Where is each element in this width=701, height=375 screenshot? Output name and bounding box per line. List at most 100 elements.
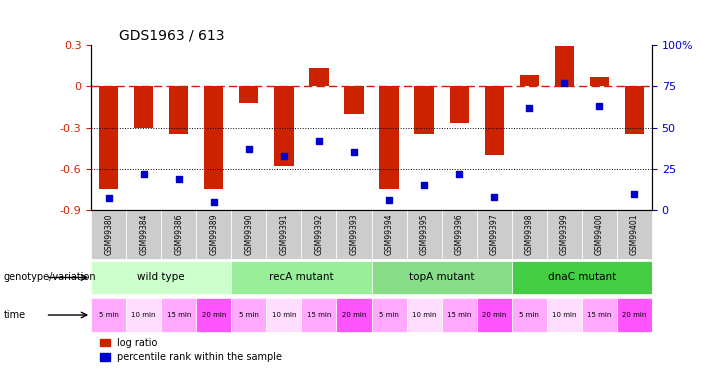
Text: GDS1963 / 613: GDS1963 / 613 [119, 28, 224, 42]
Text: 5 min: 5 min [379, 312, 399, 318]
Text: GSM99393: GSM99393 [350, 214, 358, 255]
Point [454, 171, 465, 177]
Bar [99, 86, 118, 189]
Text: GSM99386: GSM99386 [175, 214, 183, 255]
Bar [309, 68, 329, 86]
Text: GSM99389: GSM99389 [210, 214, 218, 255]
Bar [336, 298, 372, 332]
Bar [547, 210, 582, 259]
Point [243, 146, 254, 152]
Text: GSM99392: GSM99392 [315, 214, 323, 255]
Text: 20 min: 20 min [622, 312, 646, 318]
Bar [231, 298, 266, 332]
Text: 10 min: 10 min [132, 312, 156, 318]
Bar [372, 210, 407, 259]
Bar [547, 298, 582, 332]
Bar [161, 298, 196, 332]
Point [629, 190, 640, 196]
Bar [372, 261, 512, 294]
Point [489, 194, 500, 200]
Bar [196, 210, 231, 259]
Text: 10 min: 10 min [412, 312, 436, 318]
Bar [554, 46, 574, 86]
Text: wild type: wild type [137, 273, 185, 282]
Text: recA mutant: recA mutant [269, 273, 334, 282]
Text: time: time [4, 310, 26, 320]
Bar [161, 210, 196, 259]
Bar [91, 261, 231, 294]
Text: 20 min: 20 min [202, 312, 226, 318]
Point [348, 149, 360, 155]
Bar [204, 86, 224, 189]
Text: GSM99390: GSM99390 [245, 214, 253, 255]
Point [208, 199, 219, 205]
Text: GSM99397: GSM99397 [490, 214, 498, 255]
Bar [134, 86, 154, 128]
Bar [519, 75, 539, 86]
Text: GSM99391: GSM99391 [280, 214, 288, 255]
Text: 20 min: 20 min [342, 312, 366, 318]
Text: GSM99396: GSM99396 [455, 214, 463, 255]
Text: GSM99384: GSM99384 [139, 214, 148, 255]
Bar [91, 298, 126, 332]
Bar [449, 86, 469, 123]
Text: GSM99398: GSM99398 [525, 214, 533, 255]
Bar [590, 76, 609, 86]
Bar [625, 86, 644, 134]
Text: GSM99401: GSM99401 [630, 214, 639, 255]
Bar [512, 210, 547, 259]
Point [594, 103, 605, 109]
Point [559, 80, 570, 86]
Bar [239, 86, 259, 103]
Bar [336, 210, 372, 259]
Bar [274, 86, 294, 166]
Bar [379, 86, 399, 189]
Text: GSM99394: GSM99394 [385, 214, 393, 255]
Point [313, 138, 325, 144]
Bar [126, 210, 161, 259]
Text: 5 min: 5 min [519, 312, 539, 318]
Text: 15 min: 15 min [587, 312, 611, 318]
Bar [582, 298, 617, 332]
Text: 20 min: 20 min [482, 312, 506, 318]
Bar [442, 298, 477, 332]
Text: dnaC mutant: dnaC mutant [547, 273, 616, 282]
Bar [477, 210, 512, 259]
Point [103, 195, 114, 201]
Point [173, 176, 184, 181]
Text: genotype/variation: genotype/variation [4, 273, 96, 282]
Point [278, 153, 290, 159]
Legend: log ratio, percentile rank within the sample: log ratio, percentile rank within the sa… [96, 334, 286, 366]
Point [524, 105, 535, 111]
Bar [512, 298, 547, 332]
Bar [442, 210, 477, 259]
Bar [407, 298, 442, 332]
Bar [582, 210, 617, 259]
Text: 15 min: 15 min [447, 312, 471, 318]
Text: 15 min: 15 min [167, 312, 191, 318]
Bar [344, 86, 364, 114]
Bar [484, 86, 504, 155]
Text: topA mutant: topA mutant [409, 273, 475, 282]
Text: 10 min: 10 min [272, 312, 296, 318]
Bar [266, 298, 301, 332]
Point [138, 171, 149, 177]
Bar [617, 210, 652, 259]
Bar [301, 210, 336, 259]
Bar [231, 261, 372, 294]
Bar [169, 86, 189, 134]
Text: 10 min: 10 min [552, 312, 576, 318]
Bar [477, 298, 512, 332]
Text: GSM99400: GSM99400 [595, 214, 604, 255]
Text: 5 min: 5 min [239, 312, 259, 318]
Text: GSM99395: GSM99395 [420, 214, 428, 255]
Text: 15 min: 15 min [307, 312, 331, 318]
Bar [266, 210, 301, 259]
Text: GSM99380: GSM99380 [104, 214, 113, 255]
Bar [196, 298, 231, 332]
Point [383, 197, 395, 203]
Bar [301, 298, 336, 332]
Bar [126, 298, 161, 332]
Bar [414, 86, 434, 134]
Text: 5 min: 5 min [99, 312, 118, 318]
